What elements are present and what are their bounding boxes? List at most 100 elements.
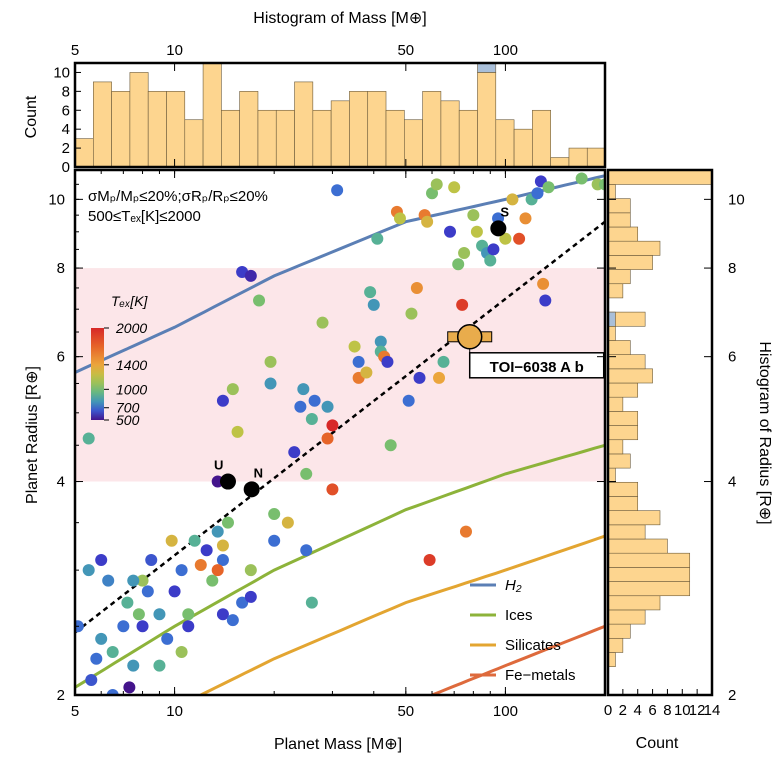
planet-point	[161, 632, 174, 645]
scatter-panel: U N S TOI−6038 A b σMₚ/Mₚ≤20%;σRₚ/Rₚ≤20% 500≤…	[48, 168, 607, 720]
planet-point	[188, 534, 201, 547]
planet-point	[211, 564, 224, 577]
planet-point	[145, 554, 158, 567]
planet-point	[132, 608, 145, 621]
top-hist-y-tick-label: 4	[62, 121, 70, 138]
solar-system-marker	[219, 473, 236, 490]
planet-point	[168, 585, 181, 598]
planet-point	[519, 212, 532, 225]
x-tick-label: 100	[493, 703, 518, 720]
planet-point	[575, 172, 588, 185]
right-hist-x-tick-label: 8	[663, 702, 671, 719]
planet-point	[264, 355, 277, 368]
planet-point	[367, 298, 380, 311]
planet-point	[305, 596, 318, 609]
legend-label: Silicates	[505, 637, 561, 654]
top-hist-bar	[385, 109, 405, 168]
solar-system-label: S	[500, 204, 509, 219]
right-hist-x-tick-label: 14	[704, 702, 721, 719]
right-hist-y-tick-label: 6	[728, 349, 736, 366]
right-hist-bar	[607, 212, 631, 228]
planet-point	[294, 400, 307, 413]
top-hist-bar	[440, 100, 460, 168]
right-hist-x-tick-label: 2	[619, 702, 627, 719]
top-hist-y-tick-label: 10	[53, 64, 70, 81]
planet-point	[470, 225, 483, 238]
right-hist-bar	[607, 538, 668, 554]
right-hist-bar	[607, 240, 661, 256]
top-histogram-title: Histogram of Mass [M⊕]	[253, 10, 426, 27]
planet-point	[384, 439, 397, 452]
right-hist-y-tick-label: 10	[728, 191, 745, 208]
y-tick-label: 6	[57, 349, 65, 366]
top-hist-bar	[74, 138, 94, 168]
top-hist-bar	[513, 128, 533, 168]
y-axis-title: Planet Radius [R⊕]	[24, 366, 41, 504]
solar-system-marker	[490, 220, 507, 237]
planet-point	[458, 247, 471, 260]
y-tick-label: 2	[57, 687, 65, 704]
y-tick-label: 8	[57, 260, 65, 277]
planet-point	[360, 366, 373, 379]
planet-point	[288, 446, 301, 459]
top-hist-x-tick-label: 100	[493, 42, 518, 59]
planet-point	[136, 620, 149, 633]
right-hist-bar	[607, 496, 639, 511]
planet-point	[244, 269, 257, 282]
planet-point	[487, 243, 500, 256]
right-hist-bar	[607, 510, 661, 526]
planet-point	[402, 394, 415, 407]
top-hist-x-tick-label: 10	[166, 42, 183, 59]
planet-point	[127, 574, 140, 587]
planet-point	[221, 516, 234, 529]
legend-label: Fe−metals	[505, 667, 575, 684]
x-tick-label: 50	[397, 703, 414, 720]
top-hist-bar	[202, 62, 222, 168]
right-hist-bar	[607, 609, 646, 625]
right-hist-bar	[607, 255, 653, 270]
planet-point	[321, 400, 334, 413]
right-hist-bar	[607, 439, 624, 455]
x-tick-label: 5	[71, 703, 79, 720]
planet-point	[444, 225, 457, 238]
planet-point	[316, 316, 329, 329]
right-hist-bar	[607, 340, 631, 355]
top-hist-y-tick-label: 0	[62, 159, 70, 176]
solar-system-marker	[243, 481, 260, 498]
planet-point	[268, 507, 281, 520]
planet-point	[85, 673, 98, 686]
right-hist-x-tick-label: 0	[604, 702, 612, 719]
planet-point	[216, 394, 229, 407]
legend-label: Ices	[505, 607, 533, 624]
planet-point	[95, 632, 108, 645]
top-hist-bar	[93, 81, 112, 168]
planet-point	[506, 193, 519, 206]
right-hist-x-tick-label: 6	[648, 702, 656, 719]
planet-point	[456, 298, 469, 311]
colorbar-tick-label: 700	[116, 400, 140, 416]
planet-point	[537, 277, 550, 290]
right-hist-bar	[607, 169, 713, 185]
planet-point	[437, 355, 450, 368]
planet-point	[216, 554, 229, 567]
composition-curve-3	[431, 624, 605, 695]
planet-point	[542, 181, 555, 194]
target-marker	[456, 324, 483, 350]
top-hist-bar	[458, 109, 478, 168]
right-hist-bar	[607, 552, 691, 568]
top-hist-bar	[239, 91, 259, 168]
top-hist-x-tick-label: 50	[397, 42, 414, 59]
planet-point	[175, 564, 188, 577]
colorbar-tick-label: 1000	[116, 381, 147, 397]
solar-system-label: U	[214, 458, 223, 473]
planet-point	[121, 596, 134, 609]
planet-point	[599, 178, 605, 191]
right-hist-x-tick-label: 12	[689, 702, 706, 719]
right-hist-bar	[607, 637, 624, 653]
right-hist-y-tick-label: 4	[728, 474, 736, 491]
right-hist-bar	[607, 453, 631, 469]
colorbar	[91, 328, 104, 420]
x-tick-label: 10	[166, 703, 183, 720]
planet-point	[423, 554, 436, 567]
